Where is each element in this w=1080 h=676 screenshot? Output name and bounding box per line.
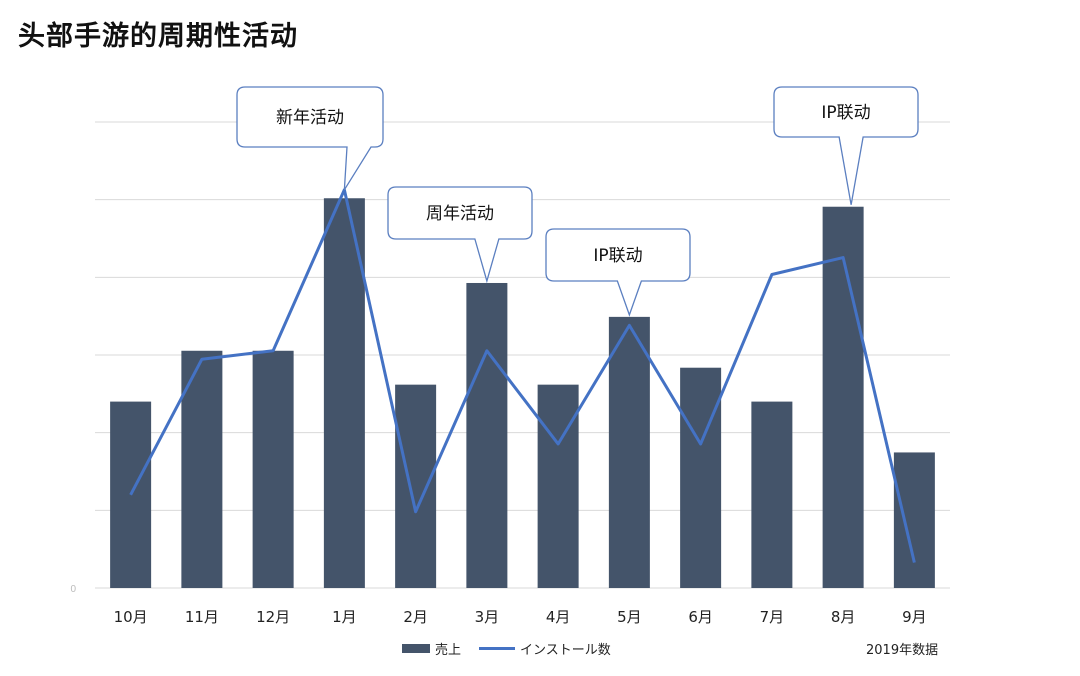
x-tick-label: 12月 — [256, 608, 290, 626]
bar-6 — [466, 282, 508, 588]
x-tick-label: 6月 — [688, 608, 713, 626]
x-tick-label: 3月 — [475, 608, 500, 626]
bar-12 — [893, 452, 935, 588]
callout-label: 新年活动 — [276, 108, 344, 128]
x-tick-label: 8月 — [831, 608, 856, 626]
legend-swatch-sales — [402, 644, 430, 653]
bar-5 — [395, 384, 437, 588]
x-tick-label: 7月 — [760, 608, 785, 626]
bar-8 — [608, 316, 650, 588]
chart-legend: 売上 インストール数 — [402, 639, 611, 658]
page-title: 头部手游的周期性活动 — [18, 21, 298, 52]
callout-box — [545, 228, 691, 317]
y-tick-label: 0 — [70, 584, 76, 595]
bar-10 — [751, 401, 793, 588]
callout-label: 周年活动 — [426, 204, 494, 224]
callout-box — [236, 86, 384, 191]
legend-label-sales: 売上 — [435, 643, 462, 658]
bar-7 — [537, 384, 579, 588]
callout-label: IP联动 — [593, 246, 642, 266]
x-tick-label: 4月 — [546, 608, 571, 626]
bar-2 — [181, 350, 223, 588]
x-tick-label: 5月 — [617, 608, 642, 626]
bar-4 — [323, 198, 365, 588]
bar-9 — [680, 367, 722, 588]
x-tick-label: 1月 — [332, 608, 357, 626]
callout-box — [773, 86, 919, 205]
callout-label: IP联动 — [821, 103, 870, 123]
x-tick-label: 9月 — [902, 608, 927, 626]
data-note: 2019年数据 — [866, 643, 939, 658]
bar-11 — [822, 206, 864, 588]
bar-3 — [252, 350, 294, 588]
legend-label-installs: インストール数 — [520, 643, 611, 658]
x-tick-label: 11月 — [185, 608, 219, 626]
legend-swatch-installs — [479, 647, 516, 650]
x-tick-label: 10月 — [114, 608, 148, 626]
x-tick-label: 2月 — [403, 608, 428, 626]
installs-line — [129, 188, 916, 563]
callout-box — [387, 186, 533, 284]
